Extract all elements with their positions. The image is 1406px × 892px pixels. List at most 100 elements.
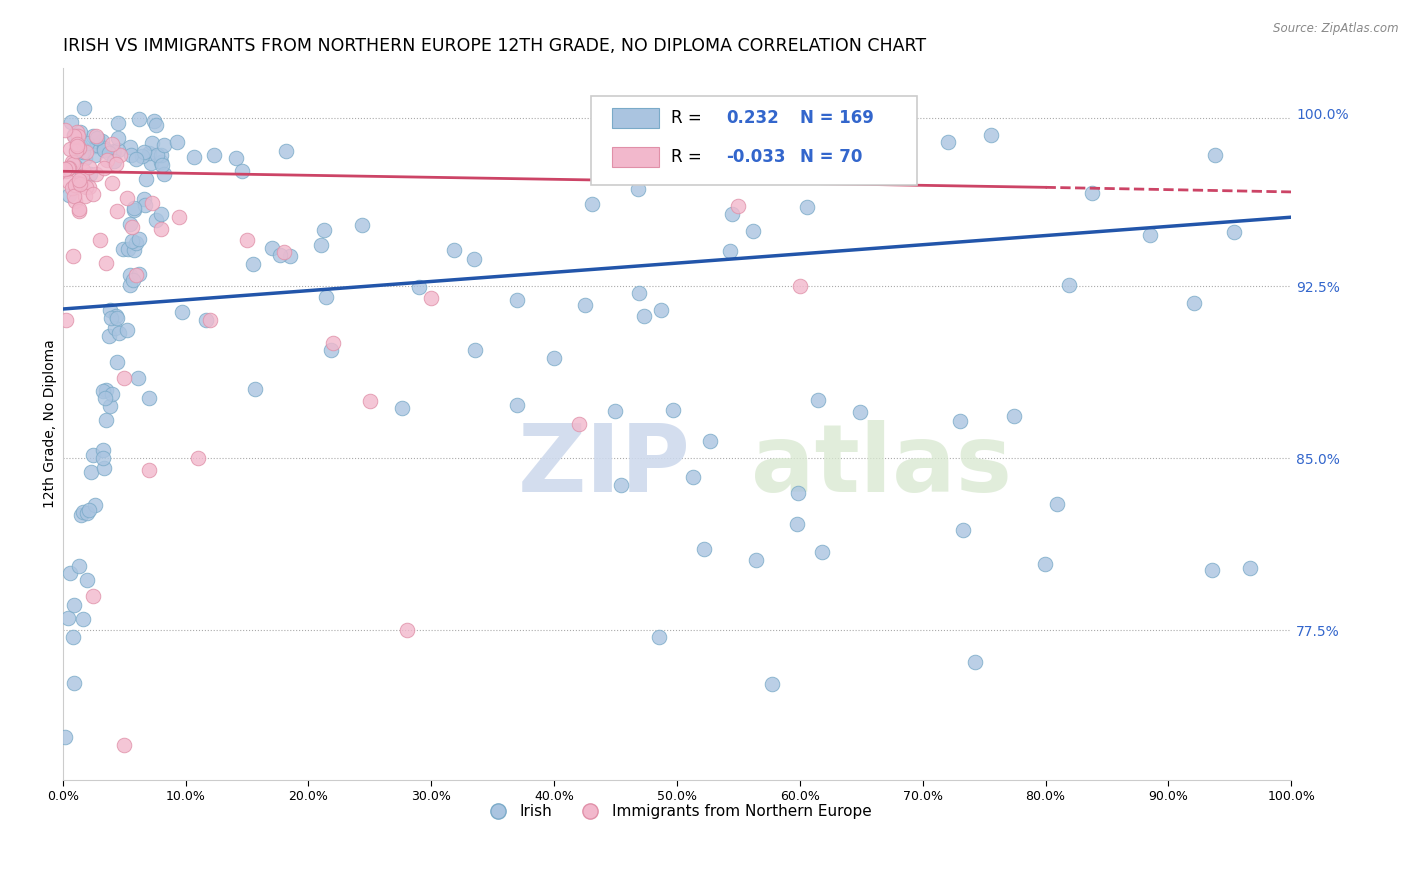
Irish <box>849 405 872 419</box>
Irish <box>138 391 160 405</box>
Irish <box>76 506 98 520</box>
Irish <box>120 147 142 161</box>
Irish <box>134 145 156 160</box>
Immigrants from Northern Europe <box>112 371 135 385</box>
Immigrants from Northern Europe <box>62 129 84 144</box>
Immigrants from Northern Europe <box>66 129 89 144</box>
Irish <box>135 172 157 186</box>
Irish <box>225 152 247 166</box>
Irish <box>643 152 665 166</box>
Irish <box>141 136 163 151</box>
Irish <box>464 343 486 358</box>
FancyBboxPatch shape <box>591 96 917 186</box>
Immigrants from Northern Europe <box>67 141 90 155</box>
Text: R =: R = <box>671 109 707 127</box>
Immigrants from Northern Europe <box>84 167 107 181</box>
Immigrants from Northern Europe <box>66 125 89 139</box>
Irish <box>72 612 94 626</box>
Irish <box>595 169 617 184</box>
Irish <box>101 146 124 161</box>
Immigrants from Northern Europe <box>82 589 104 603</box>
Irish <box>143 113 166 128</box>
Irish <box>269 248 291 262</box>
Irish <box>278 249 301 263</box>
Irish <box>60 114 83 128</box>
Irish <box>633 309 655 323</box>
Irish <box>69 138 91 153</box>
Irish <box>1139 228 1161 243</box>
Immigrants from Northern Europe <box>60 155 83 169</box>
Irish <box>319 343 342 358</box>
Immigrants from Northern Europe <box>69 177 91 191</box>
Text: N = 169: N = 169 <box>800 109 873 127</box>
Irish <box>122 201 145 215</box>
Irish <box>105 309 128 323</box>
Irish <box>692 541 714 556</box>
Irish <box>315 290 337 304</box>
Irish <box>120 277 142 292</box>
Irish <box>1182 295 1205 310</box>
Irish <box>1223 226 1246 240</box>
Irish <box>125 153 148 167</box>
Irish <box>94 391 117 405</box>
Irish <box>139 155 162 169</box>
Immigrants from Northern Europe <box>112 738 135 752</box>
Irish <box>195 313 218 327</box>
Irish <box>58 188 80 202</box>
Immigrants from Northern Europe <box>67 203 90 218</box>
Irish <box>67 144 90 158</box>
Immigrants from Northern Europe <box>108 147 131 161</box>
Irish <box>104 320 127 334</box>
Irish <box>91 443 114 458</box>
Immigrants from Northern Europe <box>149 221 172 235</box>
Irish <box>202 148 225 162</box>
Immigrants from Northern Europe <box>72 163 94 178</box>
Immigrants from Northern Europe <box>141 196 163 211</box>
Immigrants from Northern Europe <box>138 463 160 477</box>
Irish <box>309 238 332 252</box>
Immigrants from Northern Europe <box>395 624 418 638</box>
Irish <box>138 146 160 161</box>
Immigrants from Northern Europe <box>63 178 86 192</box>
Irish <box>134 192 156 206</box>
Irish <box>936 135 959 149</box>
Irish <box>107 116 129 130</box>
Irish <box>796 201 818 215</box>
Immigrants from Northern Europe <box>65 138 87 153</box>
Irish <box>628 285 651 300</box>
Irish <box>91 451 114 466</box>
Immigrants from Northern Europe <box>105 157 128 171</box>
Bar <box>612 147 658 167</box>
Immigrants from Northern Europe <box>62 249 84 263</box>
Irish <box>128 112 150 126</box>
Irish <box>105 355 128 369</box>
Immigrants from Northern Europe <box>198 313 221 327</box>
Irish <box>543 351 565 365</box>
Irish <box>1201 564 1223 578</box>
Immigrants from Northern Europe <box>568 417 591 431</box>
Irish <box>121 235 143 249</box>
Irish <box>62 630 84 644</box>
Irish <box>506 293 529 308</box>
Irish <box>807 393 830 408</box>
Irish <box>350 218 373 232</box>
Irish <box>463 252 485 267</box>
Text: 0.232: 0.232 <box>725 109 779 127</box>
Irish <box>63 675 86 690</box>
Irish <box>150 148 173 162</box>
Irish <box>107 143 129 157</box>
Irish <box>108 326 131 340</box>
Irish <box>1057 277 1080 292</box>
Irish <box>83 498 105 512</box>
Irish <box>76 574 98 588</box>
Immigrants from Northern Europe <box>65 144 87 158</box>
Immigrants from Northern Europe <box>63 189 86 203</box>
Immigrants from Northern Europe <box>75 180 97 194</box>
Irish <box>1239 561 1261 575</box>
Immigrants from Northern Europe <box>94 256 117 270</box>
Immigrants from Northern Europe <box>169 210 191 224</box>
Immigrants from Northern Europe <box>89 233 111 247</box>
Irish <box>391 401 413 415</box>
Y-axis label: 12th Grade, No Diploma: 12th Grade, No Diploma <box>44 340 58 508</box>
Irish <box>134 198 156 212</box>
